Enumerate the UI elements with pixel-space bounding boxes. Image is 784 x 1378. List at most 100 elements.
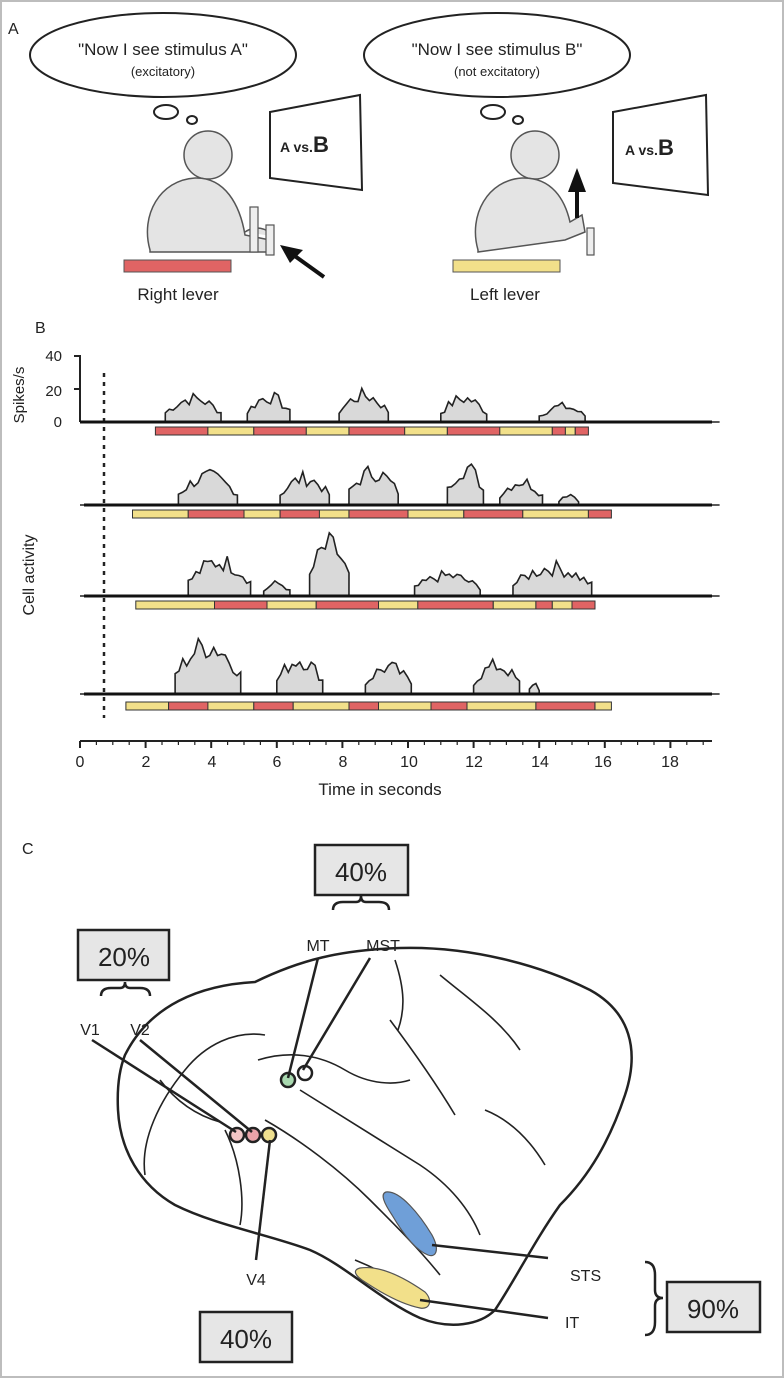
- lever-state-segment: [551, 600, 573, 610]
- lever-state-segment: [571, 600, 596, 610]
- press-arrow-head-left: [280, 245, 303, 263]
- xtick-18: 18: [661, 754, 679, 771]
- ytick-40: 40: [45, 348, 62, 365]
- thought-subtext-right: (not excitatory): [454, 64, 540, 79]
- brace-mt: [331, 895, 391, 911]
- lever-state-segment: [594, 701, 612, 711]
- screen-text-left: A vs.B: [280, 132, 329, 157]
- thought-bubble-left: [29, 12, 297, 98]
- scenario-right-lever: "Now I see stimulus A" (excitatory) A vs…: [29, 12, 364, 304]
- area-label-v1: V1: [80, 1022, 100, 1039]
- lever-state-segment: [466, 701, 537, 711]
- percent-box-v4-text: 40%: [220, 1324, 272, 1354]
- leader-lines: [91, 957, 549, 1320]
- lever-state-segment: [446, 426, 501, 436]
- lever-state-segment: [135, 600, 215, 610]
- brain-sulci: [143, 959, 546, 1301]
- percent-box-v4: 40%: [198, 1310, 294, 1364]
- lever-state-segment: [253, 701, 294, 711]
- stimulus-screen-right: [612, 93, 710, 197]
- thought-dot-large-left: [153, 104, 179, 120]
- spike-trace-3: [80, 531, 720, 597]
- lever-state-segment: [378, 701, 432, 711]
- lever-state-segment: [348, 701, 379, 711]
- xtick-2: 2: [142, 754, 151, 771]
- percent-box-mt-text: 40%: [335, 857, 387, 887]
- press-arrow-line-left: [290, 252, 326, 279]
- thought-dot-large-right: [480, 104, 506, 120]
- xtick-16: 16: [594, 754, 612, 771]
- area-label-v2: V2: [130, 1022, 150, 1039]
- lever-state-segment: [492, 600, 537, 610]
- spike-trace-1: [80, 386, 720, 423]
- lever-state-segment: [214, 600, 268, 610]
- stimulus-screen-left: [269, 93, 364, 192]
- lever-state-segment: [292, 701, 350, 711]
- lever-state-segment: [417, 600, 494, 610]
- lever-state-segment: [551, 426, 566, 436]
- thought-subtext-left: (excitatory): [131, 64, 195, 79]
- lever-state-segment: [499, 426, 553, 436]
- lever-state-segment: [564, 426, 576, 436]
- panel-a-label: A: [8, 21, 19, 38]
- it-region: [354, 1266, 431, 1309]
- left-lever-bar: [452, 259, 561, 273]
- percent-box-it-text: 90%: [687, 1294, 739, 1324]
- lever-state-segment: [535, 600, 553, 610]
- lever-state-segment: [378, 600, 419, 610]
- thought-dot-small-left: [186, 115, 198, 125]
- xtick-14: 14: [531, 754, 549, 771]
- lever-state-segment: [348, 426, 406, 436]
- thought-bubble-right: [363, 12, 631, 98]
- lever-state-segment: [315, 600, 380, 610]
- lever-state-segment: [168, 701, 209, 711]
- time-axis-label: Time in seconds: [318, 780, 441, 799]
- spike-trace-4: [80, 636, 720, 695]
- lever-state-segment: [207, 426, 255, 436]
- lever-state-segment: [243, 509, 281, 519]
- lever-state-segment: [253, 426, 307, 436]
- lever-state-segment: [125, 701, 169, 711]
- monkey-icon-left: [146, 130, 273, 253]
- lever-state-segment: [535, 701, 596, 711]
- spikes-axis-label: Spikes/s: [11, 367, 28, 424]
- xtick-10: 10: [400, 754, 418, 771]
- lever-state-segment: [407, 509, 465, 519]
- panel-b-label: B: [35, 320, 46, 337]
- scenario-left-lever: "Now I see stimulus B" (not excitatory) …: [363, 12, 710, 304]
- lever-state-segment: [187, 509, 245, 519]
- area-label-mt: MT: [306, 938, 329, 955]
- lever-state-segment: [522, 509, 589, 519]
- screen-text-right: A vs.B: [625, 135, 674, 160]
- lever-state-segment: [266, 600, 317, 610]
- ytick-20: 20: [45, 383, 62, 400]
- percent-box-v1-text: 20%: [98, 942, 150, 972]
- brace-it: [644, 1260, 664, 1337]
- lever-stick-right-scene: [586, 227, 595, 256]
- pull-arrow-head-right: [568, 168, 586, 192]
- cell-activity-label: Cell activity: [21, 535, 38, 616]
- xtick-12: 12: [465, 754, 483, 771]
- panel-c-label: C: [22, 841, 34, 858]
- thought-text-right: "Now I see stimulus B": [412, 40, 583, 59]
- thought-text-left: "Now I see stimulus A": [78, 40, 248, 59]
- lever-stick-right: [265, 224, 275, 256]
- spike-trace-2: [80, 463, 720, 506]
- lever-state-segment: [574, 426, 589, 436]
- percent-box-v1: 20%: [76, 928, 171, 982]
- sts-region: [382, 1191, 437, 1257]
- xtick-6: 6: [273, 754, 282, 771]
- lever-state-segment: [132, 509, 189, 519]
- percent-box-mt: 40%: [313, 843, 410, 897]
- percent-box-it: 90%: [665, 1280, 762, 1334]
- xtick-8: 8: [339, 754, 348, 771]
- brain-outline: [116, 946, 633, 1326]
- lever-stick-left: [249, 206, 259, 253]
- lever-state-segment: [154, 426, 209, 436]
- lever-state-segment: [404, 426, 448, 436]
- xtick-0: 0: [76, 754, 85, 771]
- ytick-0: 0: [54, 414, 62, 431]
- area-label-it: IT: [565, 1315, 579, 1332]
- left-lever-label: Left lever: [470, 285, 540, 304]
